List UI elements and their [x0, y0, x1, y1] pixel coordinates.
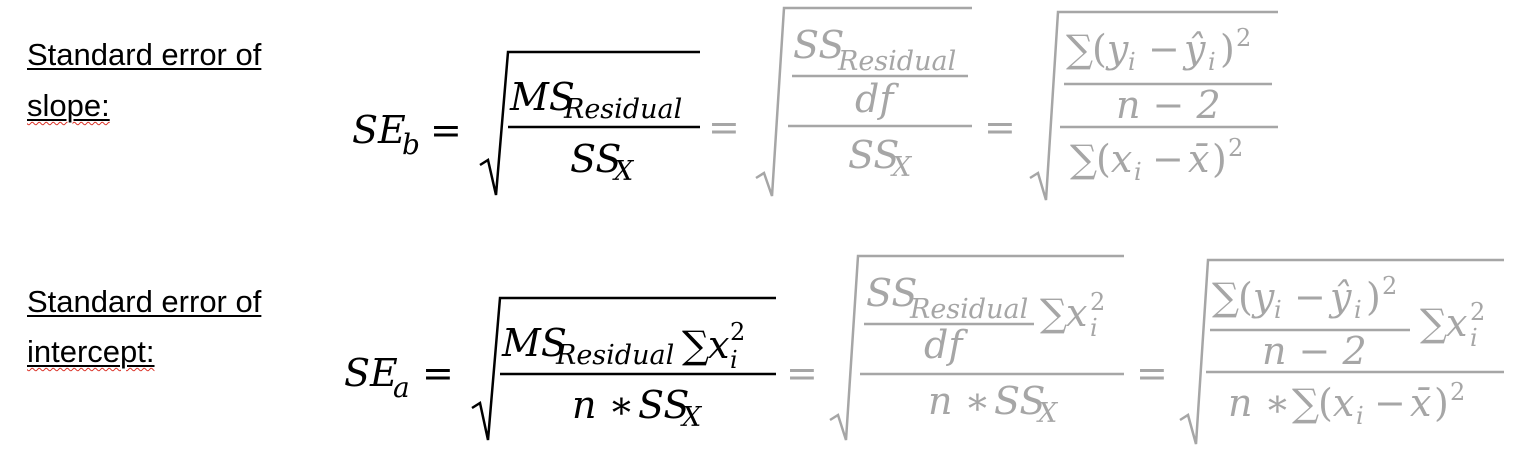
slope-g-sum2: ∑	[1070, 137, 1097, 181]
slope-g-ss-den: SS	[848, 133, 899, 177]
intercept-g3-i2: i	[1354, 296, 1362, 324]
intercept-g3-xbar: x̄	[1410, 381, 1431, 425]
slope-g-xbar: x̄	[1188, 137, 1209, 181]
intercept-den-n: n ∗	[572, 383, 634, 427]
intercept-g3-i1: i	[1274, 296, 1282, 324]
slope-g-minus: −	[1148, 27, 1180, 71]
intercept-g3-sum2: ∑	[1420, 301, 1447, 345]
slope-eq3: =	[984, 105, 1016, 149]
slope-g-yhat: ŷ	[1182, 27, 1206, 71]
intercept-g3-sq3: 2	[1450, 378, 1465, 406]
intercept-g-i: i	[1090, 314, 1098, 342]
slope-eq2: =	[708, 105, 740, 149]
slope-g-minus2: −	[1152, 137, 1184, 181]
slope-g-ss: SS	[793, 23, 844, 67]
slope-g-x-den: X	[890, 152, 913, 183]
intercept-g3-minus: −	[1294, 275, 1326, 319]
intercept-g3-sq1: 2	[1382, 272, 1397, 300]
intercept-lhs-sub: a	[393, 371, 410, 404]
slope-radical-3	[1029, 10, 1278, 201]
intercept-g3-close: )	[1366, 275, 1381, 319]
intercept-label-word: intercept:	[27, 334, 155, 369]
intercept-eq1: =	[422, 351, 454, 395]
slope-radical-1	[479, 50, 700, 196]
intercept-g-ss: SS	[866, 271, 917, 315]
slope-den-ss: SS	[570, 137, 621, 181]
slope-g-i2: i	[1208, 48, 1216, 76]
intercept-g3-xdev: (x	[1318, 381, 1354, 425]
intercept-label-text: Standard error of	[27, 284, 262, 319]
intercept-g3-sq2: 2	[1470, 298, 1485, 326]
slope-g-sq2: 2	[1228, 134, 1243, 162]
slope-lhs-sub: b	[402, 128, 420, 161]
slope-label-line2: slope:	[27, 84, 110, 128]
slope-g-resid: (y	[1092, 27, 1129, 71]
intercept-num-sum: ∑	[682, 323, 709, 367]
intercept-num-residual: Residual	[555, 340, 674, 371]
intercept-g-ssx: SS	[994, 379, 1045, 423]
slope-g-i3: i	[1134, 158, 1142, 186]
intercept-radical-1	[471, 296, 776, 441]
intercept-g-sum: ∑	[1040, 291, 1067, 335]
slope-num-residual: Residual	[563, 94, 682, 125]
intercept-g3-x: x	[1446, 301, 1467, 345]
intercept-g-xsub: X	[1036, 398, 1059, 429]
intercept-den-ss: SS	[638, 383, 689, 427]
slope-label-word: slope:	[27, 88, 110, 123]
slope-label-text: Standard error of	[27, 37, 262, 72]
intercept-num-sq: 2	[730, 318, 745, 346]
intercept-g3-minus2: −	[1374, 381, 1406, 425]
intercept-label-line1: Standard error of	[27, 280, 261, 324]
intercept-lhs: SE	[344, 351, 398, 395]
slope-eq1: =	[430, 108, 462, 152]
slope-num-ms: MS	[509, 75, 575, 119]
slope-lhs: SE	[352, 108, 406, 152]
intercept-g-n: n ∗	[928, 379, 990, 423]
slope-g-residual: Residual	[837, 46, 956, 77]
intercept-g-x: x	[1066, 291, 1087, 335]
intercept-den-x: X	[680, 402, 703, 433]
intercept-g-sq: 2	[1090, 288, 1105, 316]
intercept-g3-resid: (y	[1238, 275, 1275, 319]
intercept-g3-i4: i	[1356, 402, 1364, 430]
slope-radical-2	[755, 6, 972, 197]
intercept-num-ms: MS	[501, 321, 567, 365]
slope-label-line1: S Standard error of	[27, 33, 261, 77]
intercept-g3-i3: i	[1470, 324, 1478, 352]
slope-g-i1: i	[1128, 48, 1136, 76]
intercept-g3-sum3: ∑	[1292, 381, 1319, 425]
intercept-g3-sum1: ∑	[1212, 275, 1239, 319]
intercept-num-i: i	[730, 346, 738, 374]
slope-g-close: )	[1220, 27, 1235, 71]
intercept-g-df: df	[924, 323, 968, 367]
intercept-radical-3	[1179, 258, 1504, 445]
slope-g-n2: n − 2	[1116, 83, 1221, 127]
intercept-label-line2: intercept:	[27, 330, 155, 374]
intercept-g-residual: Residual	[909, 294, 1028, 325]
slope-g-df: df	[855, 77, 899, 121]
intercept-g3-n2: n − 2	[1262, 329, 1367, 373]
intercept-g3-close2: )	[1434, 381, 1449, 425]
intercept-g3-yhat: ŷ	[1328, 275, 1352, 319]
slope-den-x: X	[612, 156, 635, 187]
intercept-eq2: =	[786, 351, 818, 395]
intercept-eq3: =	[1136, 351, 1168, 395]
slope-g-sq1: 2	[1236, 24, 1251, 52]
slope-g-xdev: (x	[1096, 137, 1132, 181]
slope-g-close2: )	[1212, 137, 1227, 181]
intercept-radical-2	[829, 254, 1124, 441]
intercept-g3-n: n ∗	[1228, 381, 1290, 425]
intercept-num-x: x	[708, 323, 729, 367]
slope-g-sum1: ∑	[1066, 27, 1093, 71]
